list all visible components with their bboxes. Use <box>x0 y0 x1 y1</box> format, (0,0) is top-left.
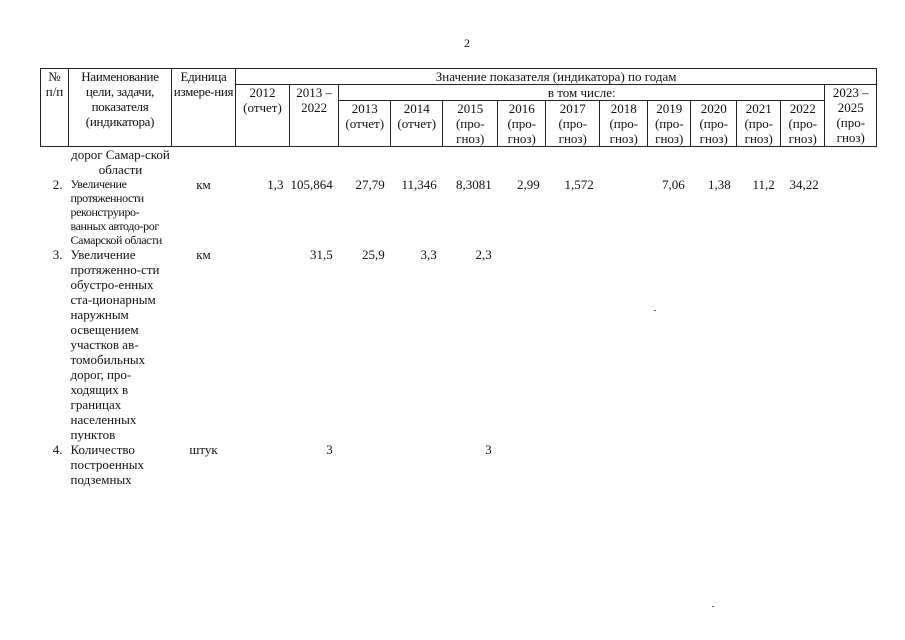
cell-2014: 3,3 <box>420 247 437 262</box>
header-including: в том числе: <box>338 84 826 101</box>
header-2017: 2017 (про-гноз) <box>545 100 601 147</box>
cell-2019 <box>648 442 691 487</box>
table-row: 4. Количество построенных подземных штук… <box>41 442 877 487</box>
row-unit: км <box>196 247 211 262</box>
cell-2017 <box>546 442 600 487</box>
row-unit: штук <box>189 442 218 457</box>
cell-2021: 11,2 <box>752 177 775 192</box>
cell-2012 <box>236 247 290 442</box>
header-2023-2025: 2023 – 2025 (про-гноз) <box>824 84 878 147</box>
cell-2020 <box>691 247 737 442</box>
table-row-continuation: дорог Самар-ской области <box>41 147 877 178</box>
header-2016: 2016 (про-гноз) <box>497 100 547 147</box>
header-no: № п/п <box>40 68 69 147</box>
cell-2013: 27,79 <box>355 177 385 192</box>
cell-2023-2025 <box>825 247 877 442</box>
cell-2014 <box>391 442 443 487</box>
cell-2013-2022: 3 <box>326 442 333 457</box>
row-name: Увеличение протяженно-сти обустро-енных … <box>70 247 160 442</box>
cell-2022: 34,22 <box>789 177 819 192</box>
cell-2020 <box>691 442 737 487</box>
cell-2021 <box>737 247 781 442</box>
cell-2015: 8,3081 <box>456 177 492 192</box>
indicator-table: № п/п Наименование цели, задачи, показат… <box>40 68 878 487</box>
cell-2022 <box>781 442 825 487</box>
header-unit: Единица измере-ния <box>171 68 236 147</box>
continuation-text: дорог Самар-ской области <box>71 147 170 177</box>
cell-2016 <box>498 442 546 487</box>
cell-2016: 2,99 <box>517 177 540 192</box>
header-2019: 2019 (про-гноз) <box>647 100 692 147</box>
row-name: Количество построенных подземных <box>70 442 144 487</box>
cell-2018 <box>600 177 648 247</box>
cell-2012: 1,3 <box>267 177 284 192</box>
row-number: 2. <box>52 177 63 192</box>
cell-2013: 25,9 <box>362 247 385 262</box>
cell-2013-2022: 105,864 <box>290 177 333 192</box>
row-unit: км <box>196 177 211 192</box>
row-number: 4. <box>52 442 63 457</box>
header-2015: 2015 (про-гноз) <box>442 100 499 147</box>
cell-2019: 7,06 <box>662 177 685 192</box>
cell-2020: 1,38 <box>708 177 731 192</box>
header-2018: 2018 (про-гноз) <box>599 100 649 147</box>
cell-2016 <box>498 247 546 442</box>
cell-2013-2022: 31,5 <box>310 247 333 262</box>
cell-2012 <box>236 442 290 487</box>
page-number: 2 <box>464 36 470 50</box>
cell-2021 <box>737 442 781 487</box>
row-number: 3. <box>52 247 63 262</box>
header-2020: 2020 (про-гноз) <box>690 100 738 147</box>
cell-2015: 3 <box>485 442 492 457</box>
header-values-title: Значение показателя (индикатора) по года… <box>234 68 878 85</box>
row-name: Увеличение протяженности реконструиро-ва… <box>70 177 163 247</box>
cell-2017 <box>546 247 600 442</box>
header-2013: 2013 (отчет) <box>338 100 392 147</box>
header-2022: 2022 (про-гноз) <box>780 100 826 147</box>
cell-2023-2025 <box>825 442 877 487</box>
cell-2015: 2,3 <box>475 247 492 262</box>
header-2014: 2014 (отчет) <box>390 100 444 147</box>
scan-speck <box>712 606 714 607</box>
cell-2014: 11,346 <box>401 177 437 192</box>
cell-2019 <box>648 247 691 442</box>
cell-2018 <box>600 247 648 442</box>
cell-2022 <box>781 247 825 442</box>
cell-2023-2025 <box>825 177 877 247</box>
header-2013-2022: 2013 – 2022 <box>288 84 340 147</box>
header-name: Наименование цели, задачи, показателя (и… <box>68 68 172 147</box>
cell-2013 <box>339 442 391 487</box>
cell-2017: 1,572 <box>564 177 594 192</box>
table-row: 3. Увеличение протяженно-сти обустро-енн… <box>41 247 877 442</box>
scan-speck <box>654 310 656 311</box>
header-2021: 2021 (про-гноз) <box>736 100 782 147</box>
cell-2018 <box>600 442 648 487</box>
header-2012: 2012 (отчет) <box>235 84 290 147</box>
table-row: 2. Увеличение протяженности реконструиро… <box>41 177 877 247</box>
